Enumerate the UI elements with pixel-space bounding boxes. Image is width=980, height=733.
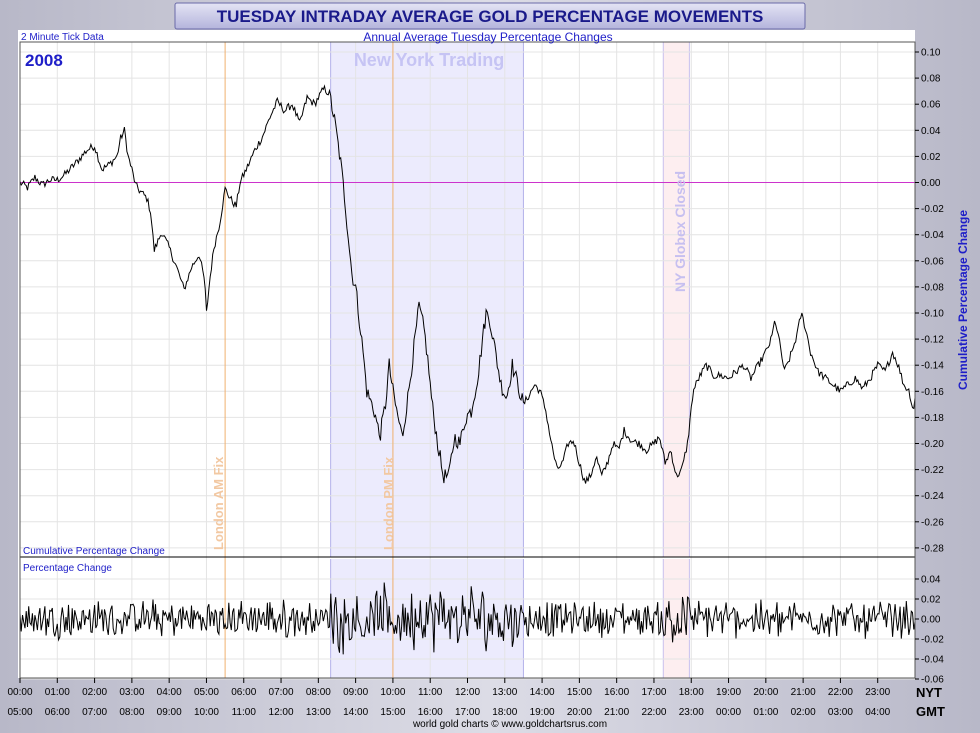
- lower-y-tick-label: 0.00: [921, 615, 941, 626]
- region-band-0: [330, 42, 524, 557]
- upper-y-tick-label: -0.18: [921, 413, 944, 424]
- nyt-tick-label: 01:00: [45, 687, 70, 698]
- nyt-tick-label: 20:00: [753, 687, 778, 698]
- nyt-axis-label: NYT: [916, 685, 942, 700]
- gmt-tick-label: 10:00: [194, 707, 219, 718]
- gmt-axis-label: GMT: [916, 704, 945, 719]
- nyt-tick-label: 13:00: [492, 687, 517, 698]
- gmt-tick-label: 17:00: [455, 707, 480, 718]
- lower-y-tick-label: -0.04: [921, 655, 944, 666]
- lower-y-tick-label: 0.04: [921, 575, 941, 586]
- upper-y-tick-label: -0.24: [921, 491, 944, 502]
- nyt-tick-label: 21:00: [791, 687, 816, 698]
- chart-title: TUESDAY INTRADAY AVERAGE GOLD PERCENTAGE…: [217, 7, 764, 26]
- nyt-tick-label: 08:00: [306, 687, 331, 698]
- lower-panel-label: Percentage Change: [23, 563, 112, 574]
- upper-y-tick-label: -0.14: [921, 361, 944, 372]
- gmt-tick-label: 23:00: [679, 707, 704, 718]
- upper-y-tick-label: -0.20: [921, 439, 944, 450]
- gmt-tick-label: 16:00: [418, 707, 443, 718]
- nyt-tick-label: 15:00: [567, 687, 592, 698]
- gmt-tick-label: 02:00: [791, 707, 816, 718]
- london-am-fix-label: London AM Fix: [211, 456, 226, 550]
- london-pm-fix-label: London PM Fix: [381, 456, 396, 550]
- gmt-tick-label: 04:00: [865, 707, 890, 718]
- upper-y-tick-label: 0.08: [921, 74, 941, 85]
- gmt-tick-label: 08:00: [119, 707, 144, 718]
- upper-y-tick-label: 0.06: [921, 100, 941, 111]
- upper-y-tick-label: 0.10: [921, 48, 941, 59]
- nyt-tick-label: 07:00: [269, 687, 294, 698]
- right-axis-label: Cumulative Percentage Change: [956, 210, 970, 390]
- upper-y-tick-label: -0.04: [921, 230, 944, 241]
- gmt-tick-label: 07:00: [82, 707, 107, 718]
- upper-y-tick-label: -0.12: [921, 335, 944, 346]
- nyt-tick-label: 02:00: [82, 687, 107, 698]
- tick-data-note: 2 Minute Tick Data: [21, 32, 104, 43]
- upper-y-tick-label: 0.02: [921, 152, 941, 163]
- upper-y-tick-label: -0.28: [921, 543, 944, 554]
- ny-trading-label: New York Trading: [354, 50, 504, 70]
- gmt-tick-label: 18:00: [492, 707, 517, 718]
- gmt-tick-label: 01:00: [753, 707, 778, 718]
- lower-y-tick-label: -0.06: [921, 675, 944, 686]
- gmt-tick-label: 19:00: [530, 707, 555, 718]
- nyt-tick-label: 22:00: [828, 687, 853, 698]
- upper-y-tick-label: -0.10: [921, 309, 944, 320]
- nyt-tick-label: 00:00: [7, 687, 32, 698]
- gmt-tick-label: 05:00: [7, 707, 32, 718]
- gmt-tick-label: 22:00: [641, 707, 666, 718]
- nyt-tick-label: 16:00: [604, 687, 629, 698]
- lower-y-tick-label: 0.02: [921, 595, 941, 606]
- gmt-tick-label: 09:00: [157, 707, 182, 718]
- gmt-tick-label: 00:00: [716, 707, 741, 718]
- nyt-tick-label: 04:00: [157, 687, 182, 698]
- gmt-tick-label: 21:00: [604, 707, 629, 718]
- upper-y-tick-label: -0.08: [921, 282, 944, 293]
- upper-panel-label: Cumulative Percentage Change: [23, 546, 165, 557]
- nyt-tick-label: 11:00: [418, 687, 443, 698]
- lower-y-tick-label: -0.02: [921, 635, 944, 646]
- nyt-tick-label: 12:00: [455, 687, 480, 698]
- upper-y-tick-label: -0.16: [921, 387, 944, 398]
- nyt-tick-label: 14:00: [530, 687, 555, 698]
- upper-y-tick-label: -0.02: [921, 204, 944, 215]
- cumulative-series-line: [20, 84, 915, 484]
- upper-y-tick-label: -0.22: [921, 465, 944, 476]
- upper-y-tick-label: 0.00: [921, 178, 941, 189]
- nyt-tick-label: 17:00: [641, 687, 666, 698]
- gmt-tick-label: 13:00: [306, 707, 331, 718]
- nyt-tick-label: 18:00: [679, 687, 704, 698]
- upper-y-tick-label: -0.06: [921, 256, 944, 267]
- ny-globex-closed-label: NY Globex Closed: [672, 171, 688, 292]
- percentage-change-series-line: [20, 582, 915, 655]
- nyt-tick-label: 09:00: [343, 687, 368, 698]
- nyt-tick-label: 06:00: [231, 687, 256, 698]
- gmt-tick-label: 06:00: [45, 707, 70, 718]
- gmt-tick-label: 20:00: [567, 707, 592, 718]
- gmt-tick-label: 11:00: [232, 707, 257, 718]
- nyt-tick-label: 10:00: [380, 687, 405, 698]
- region-band-1: [663, 42, 690, 557]
- gmt-tick-label: 12:00: [269, 707, 294, 718]
- gmt-tick-label: 14:00: [343, 707, 368, 718]
- gmt-tick-label: 15:00: [380, 707, 405, 718]
- gmt-tick-label: 03:00: [828, 707, 853, 718]
- footer-credit: world gold charts © www.goldchartsrus.co…: [412, 719, 607, 730]
- upper-y-tick-label: -0.26: [921, 517, 944, 528]
- nyt-tick-label: 03:00: [119, 687, 144, 698]
- upper-y-tick-label: 0.04: [921, 126, 941, 137]
- chart-subtitle: Annual Average Tuesday Percentage Change…: [363, 30, 612, 44]
- year-label: 2008: [25, 51, 63, 70]
- nyt-tick-label: 19:00: [716, 687, 741, 698]
- nyt-tick-label: 05:00: [194, 687, 219, 698]
- nyt-tick-label: 23:00: [865, 687, 890, 698]
